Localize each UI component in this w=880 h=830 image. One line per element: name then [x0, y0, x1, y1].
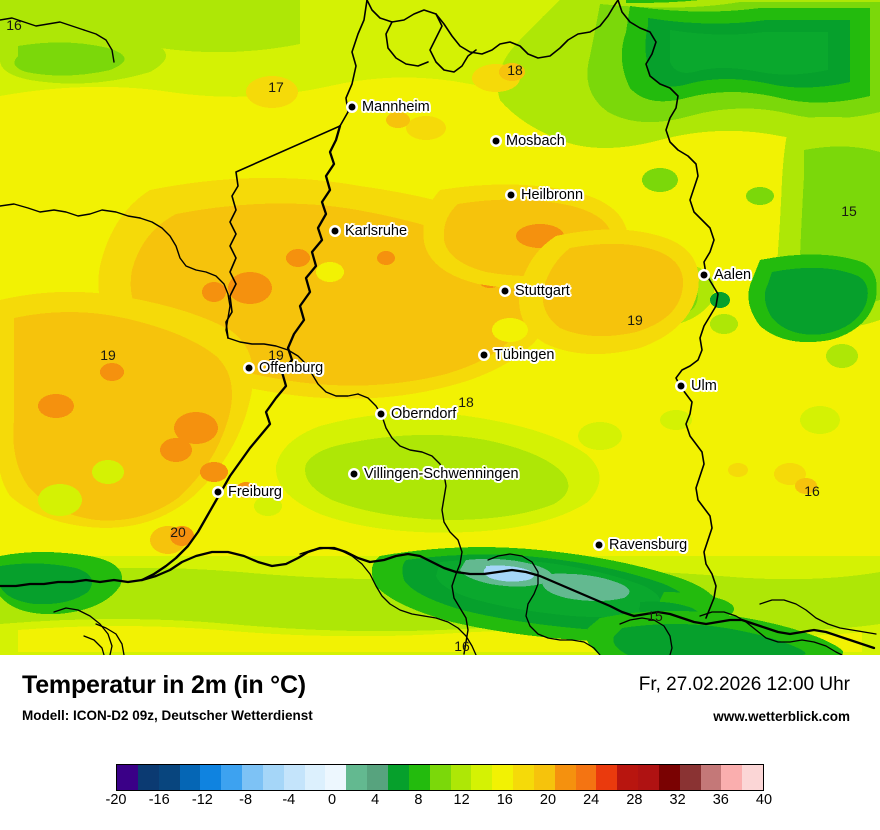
- map-raster-and-borders: [0, 0, 880, 655]
- colorbar-tick: 4: [371, 792, 380, 808]
- temperature-colorbar[interactable]: -20 -16 -12 -8 -4 0 4 8 12 16 20 24 28 32 36 40: [106, 764, 772, 808]
- contour-label: 15: [841, 203, 857, 219]
- colorbar-swatch: [596, 765, 618, 790]
- contour-label: 20: [170, 524, 186, 540]
- site-url-label: www.wetterblick.com: [713, 709, 850, 724]
- contour-label: 19: [100, 347, 116, 363]
- colorbar-swatch: [158, 765, 180, 790]
- temperature-field: [0, 0, 880, 655]
- city-marker[interactable]: [480, 351, 488, 359]
- contour-label: 15: [647, 608, 663, 624]
- colorbar-swatch: [679, 765, 701, 790]
- colorbar-swatch: [137, 765, 159, 790]
- contour-label: 19: [627, 312, 643, 328]
- city-marker[interactable]: [350, 470, 358, 478]
- footer-panel: Temperatur in 2m (in °C) Modell: ICON-D2…: [0, 655, 880, 830]
- colorbar-tick: 0: [327, 792, 337, 808]
- colorbar-swatch: [429, 765, 451, 790]
- contour-label: 16: [804, 483, 820, 499]
- colorbar-tick: 8: [414, 792, 423, 808]
- city-label-aalen: Aalen: [714, 267, 752, 283]
- colorbar-tick: 36: [712, 792, 729, 808]
- colorbar-tick: 28: [626, 792, 643, 808]
- city-marker[interactable]: [507, 191, 515, 199]
- colorbar-swatch: [700, 765, 722, 790]
- city-marker[interactable]: [377, 410, 385, 418]
- city-label-heilbronn: Heilbronn: [521, 187, 584, 203]
- colorbar-swatch: [346, 765, 368, 790]
- city-marker[interactable]: [214, 488, 222, 496]
- city-label-freiburg: Freiburg: [228, 484, 282, 500]
- colorbar-tick: -12: [191, 792, 213, 808]
- colorbar-swatch: [408, 765, 430, 790]
- colorbar-swatch: [513, 765, 534, 790]
- city-marker[interactable]: [348, 103, 356, 111]
- colorbar-swatch: [325, 765, 347, 790]
- colorbar-swatch: [117, 765, 138, 790]
- contour-label: 16: [6, 17, 22, 33]
- colorbar-swatch: [492, 765, 514, 790]
- colorbar-swatch: [658, 765, 680, 790]
- city-label-ulm: Ulm: [691, 378, 717, 394]
- valid-time-label: Fr, 27.02.2026 12:00 Uhr: [638, 674, 850, 695]
- city-label-stuttgart: Stuttgart: [515, 283, 570, 299]
- city-label-ravensburg: Ravensburg: [609, 537, 688, 553]
- colorbar-swatch: [283, 765, 305, 790]
- city-label-villingen-schwenningen: Villingen-Schwenningen: [364, 466, 519, 482]
- colorbar-tick: 40: [755, 792, 773, 808]
- colorbar-swatch: [575, 765, 597, 790]
- contour-label: 18: [507, 62, 523, 78]
- city-marker[interactable]: [677, 382, 685, 390]
- colorbar-tick: -16: [148, 792, 170, 808]
- colorbar-tick: 20: [539, 792, 557, 808]
- city-label-oberndorf: Oberndorf: [391, 406, 457, 422]
- colorbar-tick: 32: [669, 792, 686, 808]
- contour-label: 19: [268, 347, 284, 363]
- colorbar-swatch: [533, 765, 555, 790]
- colorbar-swatch: [262, 765, 284, 790]
- city-marker[interactable]: [245, 364, 253, 372]
- colorbar-tick: 12: [453, 792, 470, 808]
- city-label-offenburg: Offenburg: [259, 360, 324, 376]
- colorbar-swatch: [200, 765, 222, 790]
- colorbar-tick: -4: [282, 792, 296, 808]
- colorbar-tick: 24: [583, 792, 600, 808]
- colorbar-swatch: [221, 765, 243, 790]
- border-lines: [0, 0, 877, 655]
- colorbar-swatch: [242, 765, 263, 790]
- colorbar-swatch: [179, 765, 201, 790]
- temperature-map[interactable]: Mannheim Mosbach Heilbronn Karlsruhe Stu…: [0, 0, 880, 655]
- colorbar-swatch: [742, 765, 764, 790]
- colorbar-tick: -8: [239, 792, 253, 808]
- colorbar-tick: 16: [496, 792, 513, 808]
- city-marker[interactable]: [331, 227, 339, 235]
- model-subtitle: Modell: ICON-D2 09z, Deutscher Wetterdie…: [22, 708, 313, 723]
- contour-label: 18: [458, 394, 474, 410]
- colorbar-swatch: [471, 765, 493, 790]
- colorbar-swatch: [304, 765, 326, 790]
- colorbar-tick-labels: -20 -16 -12 -8 -4 0 4 8 12 16 20 24 28 32 36 40: [106, 792, 773, 816]
- colorbar-swatch: [554, 765, 576, 790]
- city-marker[interactable]: [501, 287, 509, 295]
- colorbar-swatches: [116, 764, 764, 791]
- colorbar-swatch: [450, 765, 472, 790]
- city-label-mannheim: Mannheim: [362, 99, 430, 115]
- colorbar-swatch: [638, 765, 659, 790]
- city-marker[interactable]: [492, 137, 500, 145]
- colorbar-swatch: [367, 765, 388, 790]
- city-marker[interactable]: [700, 271, 708, 279]
- colorbar-tick: -20: [105, 792, 127, 808]
- colorbar-swatch: [617, 765, 639, 790]
- colorbar-swatch: [387, 765, 409, 790]
- contour-label: 17: [268, 79, 284, 95]
- city-label-mosbach: Mosbach: [506, 133, 565, 149]
- contour-label: 16: [454, 638, 470, 654]
- city-marker[interactable]: [595, 541, 603, 549]
- page-title: Temperatur in 2m (in °C): [22, 671, 306, 699]
- colorbar-swatch: [721, 765, 743, 790]
- city-label-karlsruhe: Karlsruhe: [345, 223, 408, 239]
- city-label-tuebingen: Tübingen: [494, 347, 555, 363]
